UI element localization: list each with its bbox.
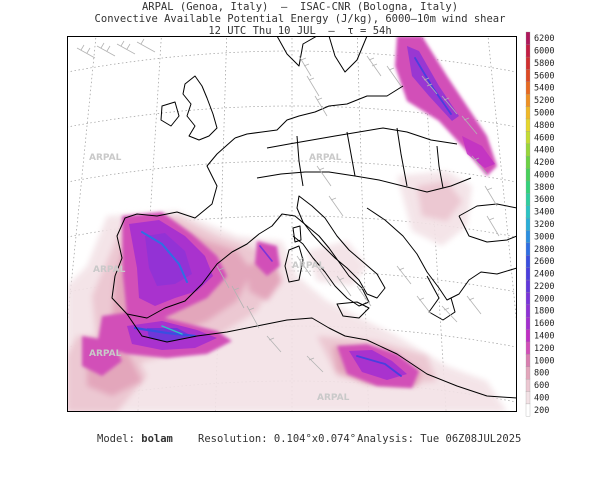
colorbar-swatch — [525, 316, 531, 330]
colorbar-label: 600 — [534, 381, 549, 391]
colorbar-swatch — [525, 403, 531, 417]
colorbar-swatches — [525, 31, 531, 417]
colorbar-label: 4400 — [534, 146, 554, 156]
colorbar-swatch — [525, 81, 531, 95]
colorbar-swatch — [525, 130, 531, 144]
colorbar-label: 3400 — [534, 208, 554, 218]
colorbar-label: 2000 — [534, 294, 554, 304]
colorbar-label: 2400 — [534, 270, 554, 280]
resolution-info: Resolution: 0.104°x0.074° — [198, 433, 356, 445]
watermark-text: ARPAL — [309, 153, 342, 163]
map-footer: Model: bolam Resolution: 0.104°x0.074° A… — [0, 433, 600, 481]
colorbar-swatch — [525, 353, 531, 367]
colorbar-label: 400 — [534, 393, 549, 403]
model-info: Model: bolam — [97, 433, 173, 445]
colorbar-label: 1600 — [534, 319, 554, 329]
colorbar-swatch — [525, 279, 531, 293]
colorbar-swatch — [525, 56, 531, 70]
colorbar-label: 5200 — [534, 96, 554, 106]
analysis-info: Analysis: Tue 06Z08JUL2025 — [357, 433, 521, 445]
coastlines — [111, 36, 517, 399]
analysis-value: Tue 06Z08JUL2025 — [420, 433, 522, 445]
cape-colorbar: 200 400 600 800 1000 1200 1400 1600 1800 2000 2200… — [525, 31, 554, 417]
model-value: bolam — [141, 433, 173, 445]
map-header: ARPAL (Genoa, Italy) — ISAC-CNR (Bologna… — [0, 0, 600, 37]
cape-map: ARPAL ARPAL ARPAL ARPAL ARPAL ARPAL — [67, 36, 517, 412]
colorbar-label: 2200 — [534, 282, 554, 292]
colorbar-label: 1800 — [534, 307, 554, 317]
colorbar-swatch — [525, 217, 531, 231]
colorbar-swatch — [525, 168, 531, 182]
watermark-text: ARPAL — [317, 393, 350, 403]
colorbar-swatch — [525, 254, 531, 268]
cape-shading — [67, 36, 507, 412]
title-line-1: ARPAL (Genoa, Italy) — ISAC-CNR (Bologna… — [141, 1, 459, 13]
colorbar-swatch — [525, 192, 531, 206]
colorbar-label: 3200 — [534, 220, 554, 230]
colorbar-label: 1000 — [534, 356, 554, 366]
colorbar-swatch — [525, 106, 531, 120]
colorbar-label: 5600 — [534, 71, 554, 81]
colorbar-label: 4000 — [534, 170, 554, 180]
colorbar-swatch — [525, 118, 531, 132]
colorbar-label: 4600 — [534, 133, 554, 143]
colorbar-label: 1200 — [534, 344, 554, 354]
colorbar-label: 5800 — [534, 59, 554, 69]
colorbar-swatch — [525, 31, 531, 45]
colorbar-label: 6200 — [534, 34, 554, 44]
map-frame — [67, 36, 517, 412]
colorbar-swatch — [525, 143, 531, 157]
colorbar-swatch — [525, 378, 531, 392]
watermark-text: ARPAL — [292, 261, 325, 271]
colorbar-swatch — [525, 155, 531, 169]
colorbar-label: 6000 — [534, 47, 554, 57]
watermark-text: ARPAL — [89, 153, 122, 163]
colorbar-swatch — [525, 366, 531, 380]
colorbar-swatch — [525, 180, 531, 194]
colorbar-swatch — [525, 69, 531, 82]
watermark-text: ARPAL — [93, 265, 126, 275]
colorbar-swatch — [525, 205, 531, 219]
colorbar-swatch — [525, 267, 531, 281]
title-line-3: 12 UTC Thu 10 JUL – τ = 54h — [208, 25, 392, 37]
model-label: Model: — [97, 433, 135, 445]
analysis-label: Analysis: — [357, 433, 414, 445]
colorbar-label: 5000 — [534, 109, 554, 119]
colorbar-swatch — [525, 341, 531, 355]
colorbar-label: 1400 — [534, 331, 554, 341]
colorbar-swatch — [525, 329, 531, 343]
colorbar-label: 200 — [534, 406, 549, 416]
colorbar-swatch — [525, 242, 531, 256]
colorbar-label: 2600 — [534, 257, 554, 267]
colorbar-label: 3000 — [534, 232, 554, 242]
wind-barbs — [76, 38, 500, 373]
colorbar-swatch — [525, 291, 531, 305]
watermark-text: ARPAL — [89, 349, 122, 359]
colorbar-label: 3600 — [534, 195, 554, 205]
colorbar-swatch — [525, 391, 531, 405]
colorbar-label: 4200 — [534, 158, 554, 168]
colorbar-labels: 200 400 600 800 1000 1200 1400 1600 1800 2000 2200… — [534, 34, 554, 416]
colorbar-label: 5400 — [534, 84, 554, 94]
colorbar-swatch — [525, 93, 531, 107]
colorbar-swatch — [525, 44, 531, 58]
resolution-value: 0.104°x0.074° — [273, 433, 357, 445]
colorbar-label: 800 — [534, 369, 549, 379]
colorbar-swatch — [525, 230, 531, 244]
colorbar-label: 3800 — [534, 183, 554, 193]
watermarks: ARPAL ARPAL ARPAL ARPAL ARPAL ARPAL — [89, 153, 350, 403]
colorbar-swatch — [525, 304, 531, 318]
title-line-2: Convective Available Potential Energy (J… — [94, 13, 506, 25]
colorbar-label: 4800 — [534, 121, 554, 131]
resolution-label: Resolution: — [198, 433, 268, 445]
colorbar-label: 2800 — [534, 245, 554, 255]
